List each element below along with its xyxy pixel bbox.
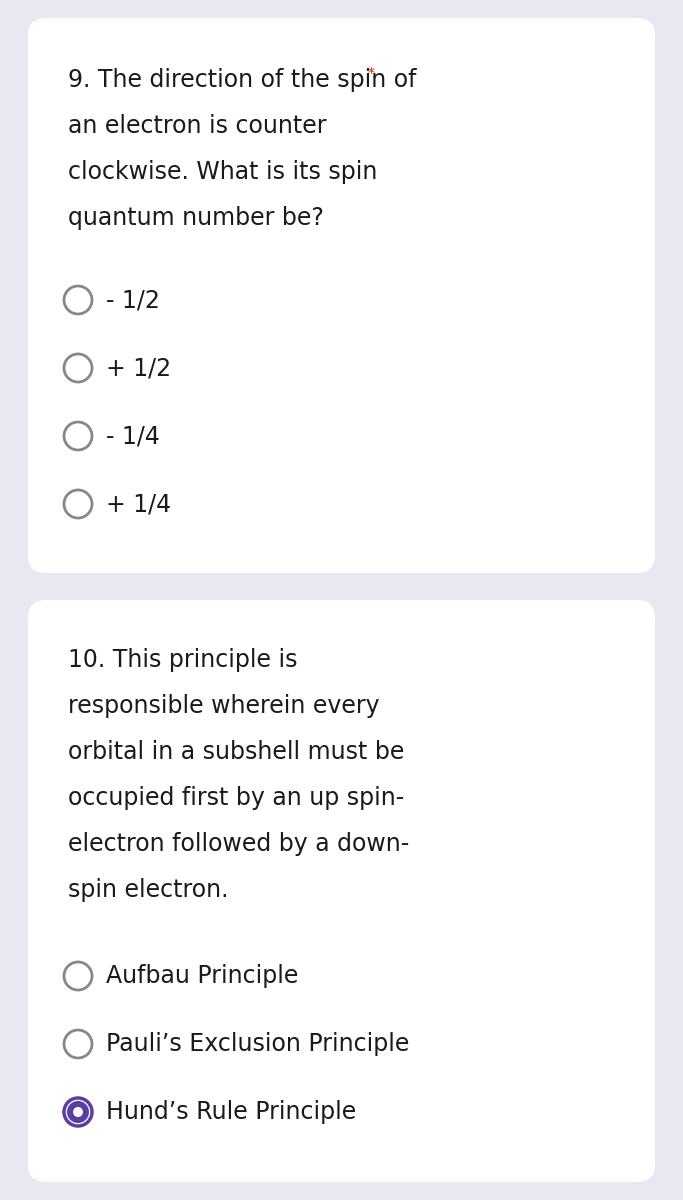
Text: clockwise. What is its spin: clockwise. What is its spin <box>68 160 378 184</box>
FancyBboxPatch shape <box>28 600 655 1182</box>
Text: Aufbau Principle: Aufbau Principle <box>106 964 298 988</box>
Text: electron followed by a down-: electron followed by a down- <box>68 832 409 856</box>
Text: - 1/4: - 1/4 <box>106 424 160 448</box>
Text: Hund’s Rule Principle: Hund’s Rule Principle <box>106 1100 357 1124</box>
Circle shape <box>67 1102 89 1123</box>
Text: + 1/4: + 1/4 <box>106 492 171 516</box>
Text: an electron is counter: an electron is counter <box>68 114 326 138</box>
Text: Pauli’s Exclusion Principle: Pauli’s Exclusion Principle <box>106 1032 409 1056</box>
Text: - 1/2: - 1/2 <box>106 288 160 312</box>
Text: *: * <box>368 66 375 80</box>
Text: quantum number be?: quantum number be? <box>68 206 324 230</box>
Text: occupied first by an up spin-: occupied first by an up spin- <box>68 786 404 810</box>
Text: 10. This principle is: 10. This principle is <box>68 648 298 672</box>
Text: 9. The direction of the spin of: 9. The direction of the spin of <box>68 68 417 92</box>
Text: orbital in a subshell must be: orbital in a subshell must be <box>68 740 404 764</box>
Text: spin electron.: spin electron. <box>68 878 229 902</box>
FancyBboxPatch shape <box>28 18 655 572</box>
Text: + 1/2: + 1/2 <box>106 356 171 380</box>
Text: responsible wherein every: responsible wherein every <box>68 694 380 718</box>
Circle shape <box>73 1106 83 1117</box>
Circle shape <box>64 1098 92 1126</box>
